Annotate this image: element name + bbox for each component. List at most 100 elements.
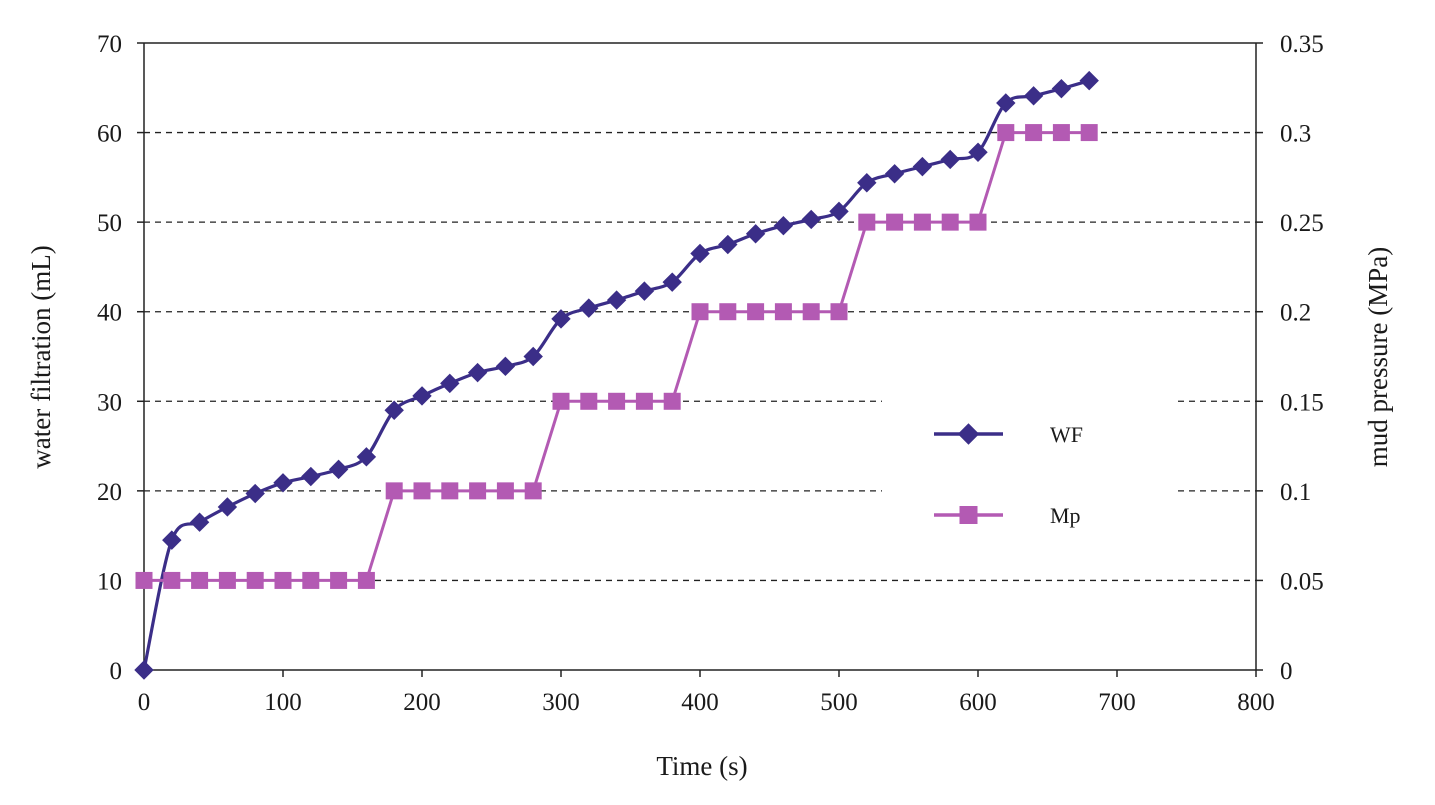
x-tick-label: 300 <box>542 689 580 716</box>
mp-point <box>330 571 348 589</box>
y-tick-label: 10 <box>97 568 122 595</box>
mp-point <box>997 124 1015 142</box>
wf-point <box>162 530 182 550</box>
y-tick-label: 30 <box>97 389 122 416</box>
mp-point <box>747 303 765 321</box>
mp-point <box>858 213 876 231</box>
mp-point <box>218 571 236 589</box>
wf-point <box>495 356 516 377</box>
x-tick-label: 800 <box>1237 689 1275 716</box>
y2-tick-label: 0.35 <box>1280 31 1324 58</box>
y2-tick-label: 0.05 <box>1280 568 1324 595</box>
x-tick-label: 700 <box>1098 689 1136 716</box>
wf-point <box>245 483 265 504</box>
wf-point <box>328 459 349 480</box>
wf-point <box>634 281 655 301</box>
x-tick-label: 400 <box>681 689 719 716</box>
wf-point <box>523 346 543 367</box>
wf-point <box>940 149 960 170</box>
mp-point <box>691 303 709 321</box>
mp-point <box>635 392 653 410</box>
mp-point <box>385 482 403 500</box>
wf-point <box>273 473 293 493</box>
mp-point <box>719 303 737 321</box>
y-tick-label: 20 <box>97 479 122 506</box>
y-tick-label: 60 <box>97 121 122 148</box>
x-tick-label: 500 <box>820 689 858 716</box>
gridlines <box>144 131 1256 582</box>
mp-point <box>774 303 792 321</box>
y2-tick-label: 0.3 <box>1280 121 1311 148</box>
wf-point <box>829 201 849 222</box>
y2-tick-label: 0.25 <box>1280 210 1324 237</box>
wf-point <box>718 234 738 255</box>
mp-point <box>163 571 181 589</box>
wf-point <box>1023 86 1044 106</box>
mp-point <box>663 392 681 410</box>
wf-point <box>189 512 210 532</box>
mp-point <box>969 213 987 231</box>
mp-point <box>413 482 431 500</box>
wf-point <box>773 216 794 236</box>
mp-point <box>802 303 820 321</box>
y2-tick-label: 0.2 <box>1280 300 1311 327</box>
mp-point <box>441 482 459 500</box>
wf-point <box>996 93 1016 113</box>
wf-point <box>912 156 933 177</box>
mp-point <box>524 482 542 500</box>
x-tick-label: 200 <box>403 689 441 716</box>
mp-point <box>886 213 904 231</box>
legend: WF Mp <box>934 422 1083 528</box>
mp-point <box>469 482 487 500</box>
y2-tick-label: 0.1 <box>1280 479 1311 506</box>
mp-point <box>941 213 959 231</box>
mp-point <box>1052 124 1070 142</box>
legend-mp-label: Mp <box>1050 503 1081 528</box>
y2-tick-label: 0.15 <box>1280 389 1324 416</box>
x-axis-title: Time (s) <box>656 751 747 781</box>
wf-point <box>134 660 154 680</box>
wf-point <box>412 386 432 406</box>
y2-axis-title: mud pressure (MPa) <box>1363 247 1393 467</box>
wf-point <box>579 298 599 318</box>
mp-point <box>496 482 514 500</box>
legend-mp-marker <box>959 506 978 524</box>
wf-point <box>301 466 321 487</box>
wf-point <box>551 309 571 329</box>
x-tick-label: 600 <box>959 689 997 716</box>
wf-point <box>662 272 682 292</box>
wf-point <box>884 164 905 184</box>
y2-tick-label: 0 <box>1280 658 1293 685</box>
y-axis-title: water filtration (mL) <box>26 245 56 468</box>
y-tick-label: 40 <box>97 300 122 327</box>
wf-point <box>968 142 988 162</box>
wf-point <box>467 362 488 383</box>
mp-point <box>580 392 598 410</box>
mp-point <box>135 571 153 589</box>
mp-point <box>1025 124 1043 142</box>
x-tick-label: 100 <box>264 689 302 716</box>
mp-point <box>552 392 570 410</box>
wf-point <box>745 224 766 244</box>
wf-point <box>801 209 821 230</box>
mp-point <box>913 213 931 231</box>
x-tick-label: 0 <box>138 689 151 716</box>
mp-point <box>246 571 264 589</box>
legend-wf-marker <box>957 423 980 445</box>
y-tick-label: 50 <box>97 210 122 237</box>
mp-point <box>357 571 375 589</box>
wf-point <box>1079 70 1099 91</box>
mp-point <box>274 571 292 589</box>
wf-point <box>217 497 238 517</box>
y-tick-label: 0 <box>110 658 123 685</box>
series-layer <box>134 70 1099 680</box>
mp-point <box>830 303 848 321</box>
wf-point <box>1051 78 1072 99</box>
wf-point <box>690 243 710 264</box>
legend-wf-label: WF <box>1050 422 1083 447</box>
mp-point <box>191 571 209 589</box>
mp-point <box>302 571 320 589</box>
mp-point <box>1080 124 1098 142</box>
wf-point <box>440 373 460 394</box>
